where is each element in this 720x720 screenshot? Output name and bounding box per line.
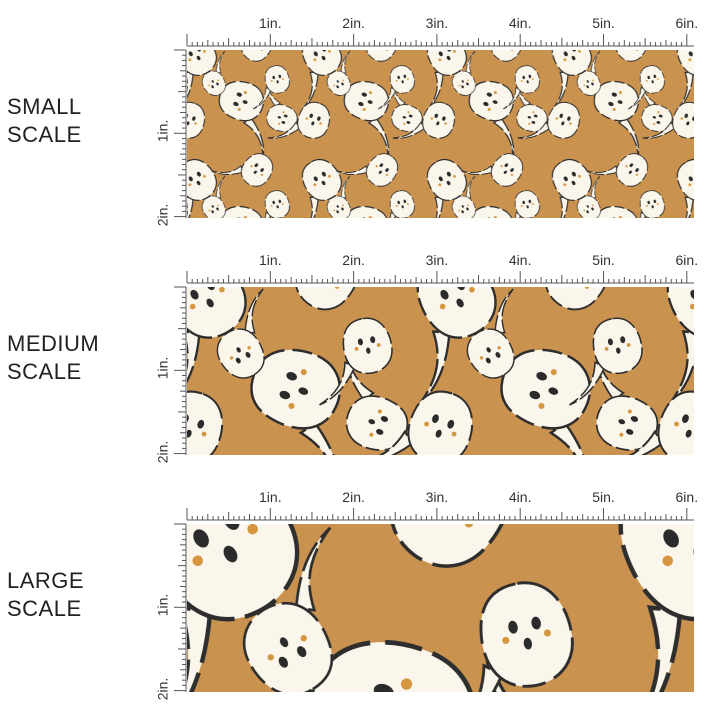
scale-label: MEDIUM SCALE (7, 330, 99, 386)
ruler-label-inch: 2in. (342, 252, 365, 268)
horizontal-ruler (186, 34, 694, 47)
scale-label-line2: SCALE (7, 359, 82, 384)
ruler-label-inch: 2in. (342, 15, 365, 31)
ruler-label-inch: 2in. (342, 489, 365, 505)
ruler-label-inch: 5in. (592, 252, 615, 268)
ruler-label-inch: 6in. (675, 252, 699, 268)
ruler-label-inch-vertical: 1in. (154, 357, 171, 380)
ruler-label-inch-vertical: 1in. (154, 594, 171, 617)
horizontal-ruler (186, 508, 694, 521)
scale-label: LARGE SCALE (7, 567, 84, 623)
ruler-label-inch: 4in. (508, 252, 532, 268)
panel-large: LARGE SCALE 1in. 2in. 3in. 4in. 5in. 6in. 1in. 2i… (0, 489, 720, 700)
ruler-label-inch: 6in. (675, 15, 699, 31)
ruler-label-inch: 5in. (592, 489, 615, 505)
panel-medium: MEDIUM SCALE 1in. 2in. 3in. 4in. 5in. 6in. 1in. 2… (0, 252, 720, 463)
scale-label-line1: MEDIUM (7, 331, 100, 356)
fabric-preview (174, 508, 694, 692)
ruler-label-inch: 1in. (259, 15, 282, 31)
fabric-preview (174, 271, 694, 455)
scale-label: SMALL SCALE (7, 93, 82, 149)
ruler-label-inch: 1in. (259, 489, 282, 505)
ruler-label-inch: 6in. (675, 489, 699, 505)
fabric-preview (174, 34, 694, 218)
ruler-label-inch: 3in. (425, 15, 449, 31)
vertical-ruler (174, 523, 187, 692)
vertical-ruler (174, 286, 187, 455)
ruler-label-inch-vertical: 1in. (154, 120, 171, 143)
ruler-label-inch: 4in. (508, 15, 532, 31)
vertical-ruler (174, 49, 187, 218)
fabric-pattern (187, 524, 694, 692)
fabric-pattern (187, 287, 694, 455)
scale-label-line1: LARGE (7, 568, 85, 593)
scale-label-line2: SCALE (7, 122, 82, 147)
panel-small: SMALL SCALE 1in. 2in. 3in. 4in. 5in. 6in. 1in. 2i… (0, 15, 720, 226)
scale-label-line2: SCALE (7, 596, 82, 621)
ruler-label-inch-vertical: 2in. (154, 203, 171, 226)
scale-label-line1: SMALL (7, 94, 82, 119)
ruler-label-inch: 3in. (425, 489, 449, 505)
ruler-label-inch-vertical: 2in. (154, 440, 171, 463)
ruler-label-inch: 4in. (508, 489, 532, 505)
fabric-pattern (187, 50, 694, 218)
horizontal-ruler (186, 271, 694, 284)
ruler-label-inch: 5in. (592, 15, 615, 31)
ruler-label-inch: 1in. (259, 252, 282, 268)
ruler-label-inch-vertical: 2in. (154, 677, 171, 700)
ruler-label-inch: 3in. (425, 252, 449, 268)
